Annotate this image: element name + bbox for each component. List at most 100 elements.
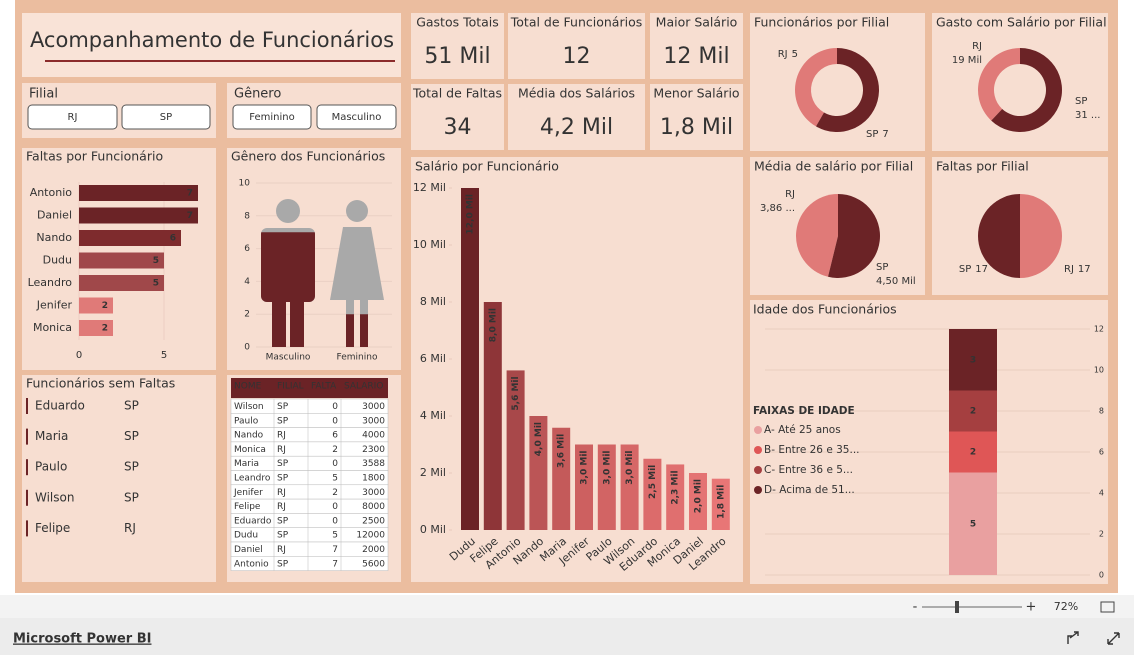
slice [828,194,881,278]
table-cell: Monica [234,445,266,455]
zoom-out: - [913,600,918,615]
x-tick-label: 0 [76,350,82,361]
card [411,84,504,150]
slice-category: RJ [785,189,795,200]
slice [1020,194,1062,278]
fit-icon[interactable] [1100,601,1115,613]
zoom-thumb[interactable] [955,601,959,613]
data-label: 3,0 Mil [625,451,635,485]
list-name: Eduardo [35,399,85,413]
table-cell: 0 [332,516,338,526]
slicer-button[interactable] [316,104,397,130]
slice-value: 19 Mil [952,55,982,66]
legend-entry: A- Até 25 anos [764,424,841,436]
table-cell: 7 [332,559,338,569]
card-value: 4,2 Mil [540,115,613,140]
card-label: Total de Faltas [412,86,502,101]
chart-title: Idade dos Funcionários [753,302,897,317]
y-tick-label: 8 [1099,407,1104,416]
bar [461,188,479,530]
bar [79,252,164,269]
data-label: 7 [187,189,193,199]
slice-label: SP 17 [959,264,988,275]
card-value: 34 [444,115,472,140]
table-cell: Felipe [234,502,261,512]
card-label: Menor Salário [653,86,739,101]
y-tick-label: 8 Mil [420,295,446,308]
x-tick-label: Feminino [337,353,378,363]
data-label: 2 [970,407,976,417]
bar-segment [949,329,997,391]
table-cell: SP [277,531,289,541]
table-cell: 0 [332,402,338,412]
table-cell: Jenifer [233,488,263,498]
card [508,13,645,79]
slice-label: RJ 17 [1064,264,1091,275]
slice [795,48,837,127]
table-cell: RJ [277,431,286,441]
card-label: Média dos Salários [518,86,635,101]
legend-entry: B- Entre 26 e 35... [764,444,860,456]
slicer-button[interactable] [121,104,211,130]
bar [597,444,616,530]
column-header: NOME [234,382,262,392]
data-label: 1,8 Mil [716,485,726,519]
y-tick-label: 10 [239,179,251,189]
row-marker [26,398,28,414]
slicer-button[interactable] [232,104,312,130]
y-tick-label: 0 Mil [420,523,446,536]
list-filial: SP [124,460,139,474]
y-tick-label: 6 [244,244,250,254]
slicer-button[interactable] [27,104,118,130]
card [411,13,504,79]
y-tick-label: 4 Mil [420,409,446,422]
data-label: 3,0 Mil [580,451,590,485]
y-tick-label: Leandro [28,276,73,289]
table-cell: 8000 [362,502,385,512]
slice-value: 3,86 ... [760,203,795,214]
share-icon[interactable] [1067,631,1079,644]
y-tick-label: 0 [1099,571,1104,580]
slicer-title: Gênero [234,87,281,102]
table-cell: 3000 [362,416,385,426]
y-tick-label: 2 Mil [420,466,446,479]
slice-value: 4,50 Mil [876,276,916,287]
data-label: 8,0 Mil [488,308,498,342]
expand-icon[interactable] [1107,632,1120,645]
data-label: 2 [102,301,108,311]
bar [79,207,198,224]
slicer-option: RJ [68,112,78,123]
table-cell: 6 [332,431,338,441]
bar [643,458,662,530]
bar-segment [949,472,997,575]
row-marker [26,428,28,445]
data-label: 5 [153,256,159,266]
slice [978,194,1020,278]
legend-marker [754,466,762,474]
slice-category: SP [866,129,878,140]
slice-category: RJ [1064,264,1074,275]
brand-link[interactable]: Microsoft Power BI [13,632,151,647]
bar [79,230,181,246]
card-value: 51 Mil [424,44,490,69]
slice [795,194,838,277]
table-cell: SP [277,402,289,412]
title-panel [22,13,401,77]
card-label: Maior Salário [656,15,738,30]
chart-title: Funcionários por Filial [754,15,889,30]
card-value: 1,8 Mil [660,115,733,140]
table-cell: RJ [277,445,286,455]
table-cell: 2 [332,445,338,455]
data-label: 5 [153,279,159,289]
data-label: 6 [170,234,176,244]
data-label: 3,6 Mil [557,434,567,468]
figure-fill [346,314,368,347]
card [508,84,645,150]
chart-title: Faltas por Funcionário [26,149,163,164]
table-cell: 12000 [356,531,385,541]
table-cell: Antonio [234,559,269,569]
table-cell: SP [277,416,289,426]
list-name: Paulo [35,460,67,474]
column-header: SALARIO [344,382,383,392]
chart-title: Salário por Funcionário [415,159,559,174]
